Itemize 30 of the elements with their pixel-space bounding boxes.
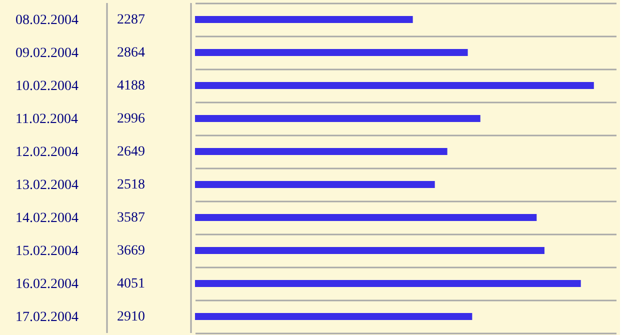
bar	[195, 16, 413, 23]
y-tick-label: 10.02.2004	[16, 79, 78, 94]
bar	[195, 49, 468, 56]
bar	[195, 181, 435, 188]
data-label: 4188	[117, 78, 145, 94]
y-tick-label: 15.02.2004	[16, 244, 78, 259]
bar	[195, 82, 594, 89]
bar	[195, 148, 448, 155]
y-tick-label: 16.02.2004	[16, 277, 78, 292]
bar	[195, 247, 544, 254]
y-tick-label: 09.02.2004	[16, 46, 78, 61]
data-label: 2864	[117, 46, 145, 60]
data-label: 3587	[117, 210, 145, 226]
data-label: 4051	[117, 276, 145, 292]
y-tick-label: 17.02.2004	[16, 310, 78, 325]
y-tick-label: 13.02.2004	[16, 178, 78, 193]
y-tick-label: 11.02.2004	[16, 112, 78, 127]
bar	[195, 214, 537, 221]
data-label: 2287	[117, 12, 145, 28]
data-label: 2996	[117, 112, 145, 126]
bar	[195, 313, 472, 320]
y-tick-label: 08.02.2004	[16, 13, 78, 28]
y-tick-label: 12.02.2004	[16, 145, 78, 160]
data-label: 2518	[117, 178, 145, 192]
bar	[195, 115, 480, 122]
data-label: 3669	[117, 244, 145, 258]
data-label: 2910	[117, 310, 145, 324]
y-tick-label: 14.02.2004	[16, 211, 78, 226]
data-label: 2649	[117, 144, 145, 160]
bar	[195, 280, 581, 287]
